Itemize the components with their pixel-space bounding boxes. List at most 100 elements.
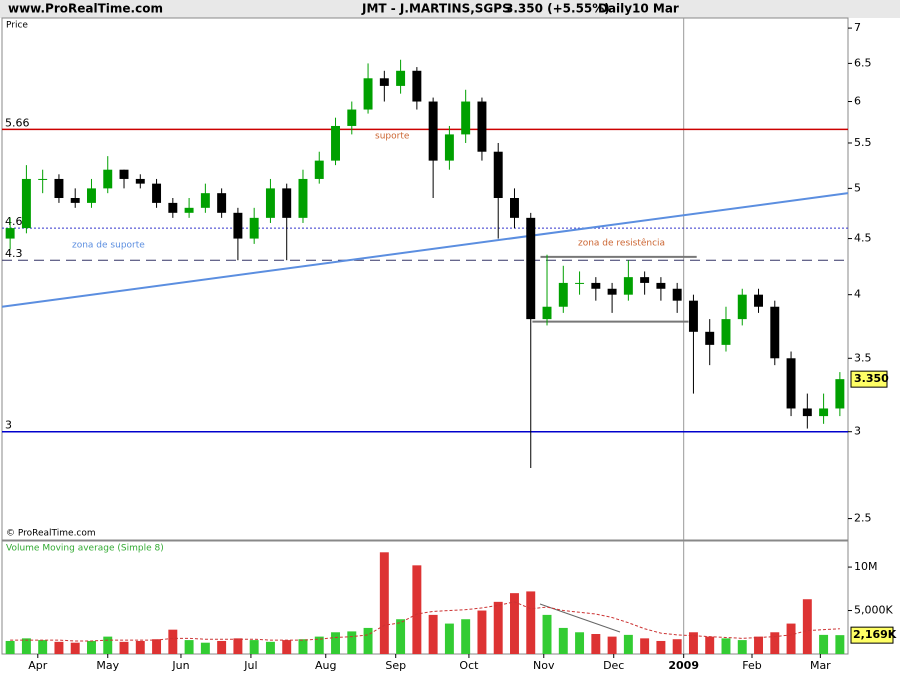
candle-body <box>396 70 406 86</box>
x-tick-label: Jun <box>171 659 189 672</box>
volume-bar <box>249 640 259 654</box>
candle-body <box>298 178 308 218</box>
y-tick-label: 7 <box>854 21 861 34</box>
candle-body <box>184 207 194 213</box>
candle-body <box>688 300 698 332</box>
candle-body <box>379 78 389 86</box>
copyright: © ProRealTime.com <box>6 529 96 539</box>
candle-body <box>200 193 210 208</box>
y-tick-label: 3 <box>854 425 861 438</box>
volume-bar <box>526 591 536 654</box>
volume-bar <box>331 632 340 654</box>
candle-body <box>444 134 454 161</box>
y-tick-label: 6.5 <box>854 56 872 69</box>
candle-body <box>754 294 763 307</box>
volume-bar <box>119 641 129 654</box>
volume-bar <box>87 640 96 654</box>
last-volume-box <box>850 626 894 644</box>
candle-body <box>233 212 243 239</box>
candle-body <box>623 277 633 295</box>
x-tick-label: Oct <box>459 659 479 672</box>
x-tick-label: Mar <box>810 659 831 672</box>
volume-bar <box>103 636 113 654</box>
candle-body <box>5 228 15 239</box>
annotation: zona de suporte <box>72 241 145 251</box>
y-tick-label: 4 <box>854 288 861 301</box>
candle-body <box>607 288 617 295</box>
candle-body <box>705 331 715 345</box>
volume-bar <box>623 634 633 654</box>
x-tick-label: Apr <box>28 659 48 672</box>
site: www.ProRealTime.com <box>8 2 163 16</box>
x-tick-label: Aug <box>315 659 336 672</box>
volume-bar <box>754 636 763 654</box>
candle-body <box>103 169 113 189</box>
y-tick-label: 5,000K <box>854 604 893 617</box>
volume-bar <box>672 639 682 654</box>
volume-bar <box>217 640 227 654</box>
y-tick-label: 2.5 <box>854 512 872 525</box>
volume-bar <box>786 623 796 654</box>
volume-bar <box>770 632 780 654</box>
volume-bar <box>607 636 617 654</box>
volume-ma <box>10 601 840 642</box>
volume-bar <box>54 641 64 654</box>
volume-bar <box>21 638 31 654</box>
last-price-box <box>850 370 888 388</box>
annotation: suporte <box>375 132 410 142</box>
annotation: zona de resistência <box>578 238 665 249</box>
volume-bar <box>298 639 308 654</box>
candle-body <box>282 188 292 218</box>
chart-title: JMT - J.MARTINS,SGPS <box>361 2 511 16</box>
candle-body <box>640 277 650 283</box>
y-tick-label: 10M <box>854 560 878 573</box>
candle-body <box>737 294 747 320</box>
volume-panel <box>1 540 849 655</box>
volume-bar <box>363 627 373 654</box>
price-panel <box>1 17 849 541</box>
y-tick-label: 4.5 <box>854 232 872 245</box>
date: 10 Mar <box>632 2 679 16</box>
volume-bar <box>200 642 210 654</box>
candle-body <box>70 198 80 203</box>
candle-body <box>493 151 503 199</box>
candle-body <box>542 306 552 320</box>
volume-bar <box>38 640 48 654</box>
volume-bar <box>412 565 422 654</box>
volume-bar <box>688 632 698 654</box>
price-label: Price <box>6 21 28 31</box>
candle-body <box>477 101 487 152</box>
y-tick-label: 5.5 <box>854 136 872 149</box>
y-tick-label: 5 <box>854 181 861 194</box>
volume-bar <box>379 552 389 654</box>
candle-body <box>786 358 796 409</box>
y-tick-label: 3.5 <box>854 351 872 364</box>
volume-bar <box>428 614 438 654</box>
candle-body <box>135 178 145 184</box>
candle-body <box>347 109 357 126</box>
level-label: 4.6 <box>5 215 23 228</box>
candle-body <box>819 408 829 417</box>
candle-body <box>510 198 519 218</box>
volume-bar <box>477 610 487 654</box>
volume-bar <box>282 640 292 654</box>
x-tick-label: Dec <box>603 659 624 672</box>
candle-body <box>672 288 682 301</box>
volume-bar <box>233 638 243 654</box>
volume-bar <box>5 640 15 654</box>
candle-body <box>119 169 129 179</box>
volume-bar <box>591 634 601 654</box>
candle-body <box>428 101 438 161</box>
volume-bar <box>558 627 568 654</box>
header-price: 3.350 (+5.55%) <box>505 2 610 16</box>
volume-bar <box>819 634 829 654</box>
level-label: 4.3 <box>5 247 23 260</box>
candle-body <box>363 78 373 110</box>
volume-bar <box>640 638 650 654</box>
volume-title: Volume Moving average (Simple 8) <box>6 544 164 554</box>
candle-body <box>54 178 64 199</box>
period: Daily <box>598 2 632 16</box>
volume-bar <box>168 629 178 654</box>
candle-body <box>412 70 422 102</box>
